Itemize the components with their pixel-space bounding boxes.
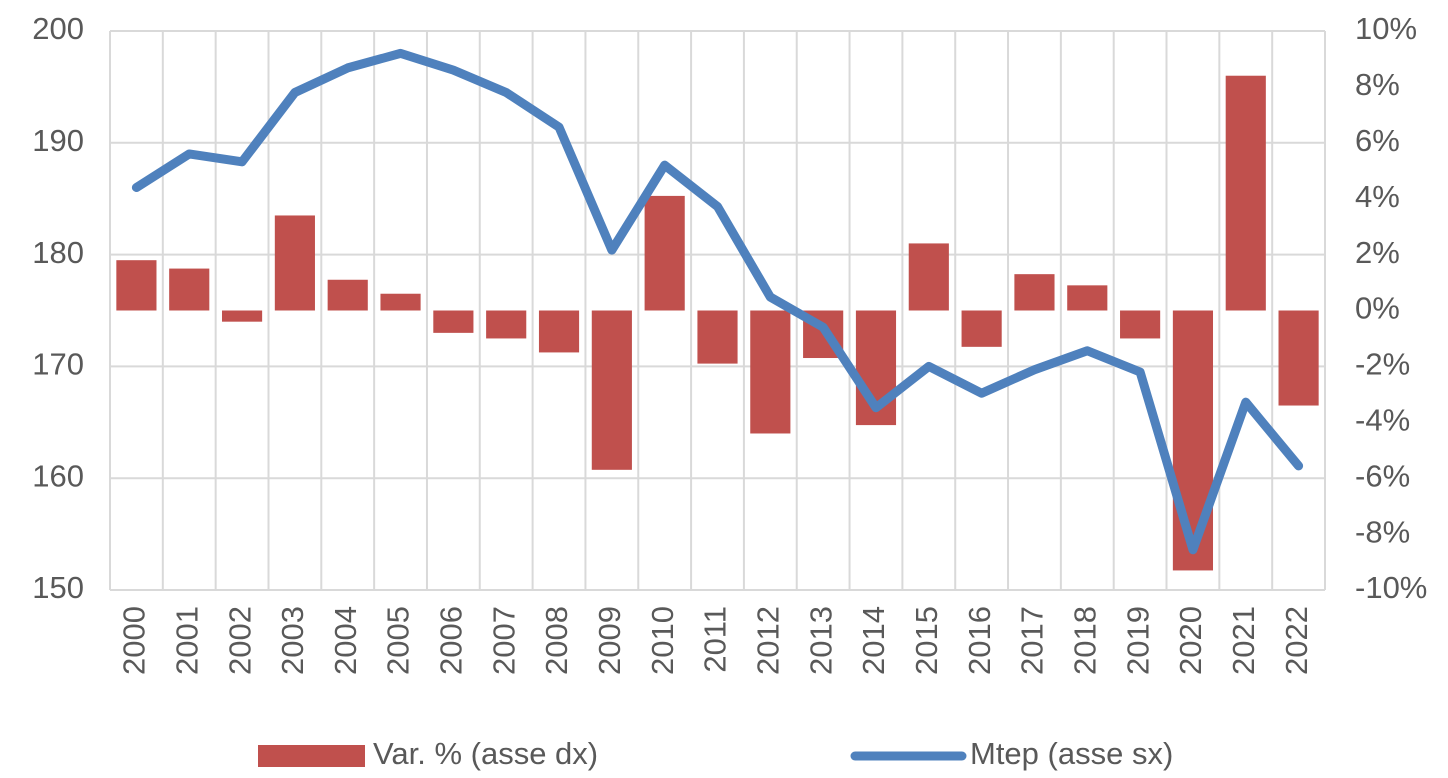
y-tick-label: 180	[32, 235, 84, 270]
x-tick-label: 2012	[751, 606, 786, 675]
bar	[169, 268, 210, 311]
x-tick-label: 2016	[962, 606, 997, 675]
y2-tick-label: -4%	[1355, 402, 1410, 437]
x-tick-label: 2013	[803, 606, 838, 675]
x-tick-label: 2003	[275, 606, 310, 675]
bar	[486, 310, 527, 339]
bar	[327, 279, 368, 311]
bar	[908, 243, 949, 311]
bar	[274, 215, 315, 311]
bar	[221, 310, 263, 322]
x-tick-label: 2022	[1279, 606, 1314, 675]
y2-tick-label: 6%	[1355, 123, 1400, 158]
x-tick-label: 2008	[539, 606, 574, 675]
x-tick-label: 2005	[381, 606, 416, 675]
bar	[380, 293, 421, 311]
x-tick-label: 2020	[1173, 606, 1208, 675]
y2-tick-label: 2%	[1355, 235, 1400, 270]
bar	[116, 260, 157, 311]
x-tick-label: 2021	[1226, 606, 1261, 675]
x-tick-label: 2001	[169, 606, 204, 675]
bar	[961, 310, 1002, 347]
x-tick-label: 2011	[698, 606, 733, 673]
bar	[1014, 274, 1055, 311]
x-tick-label: 2010	[645, 606, 680, 675]
bar	[697, 310, 738, 364]
x-tick-label: 2019	[1120, 606, 1155, 675]
y2-tick-label: 4%	[1355, 179, 1400, 214]
bar	[591, 310, 632, 470]
y-tick-label: 160	[32, 458, 84, 493]
y2-tick-label: 10%	[1355, 11, 1417, 46]
bar	[644, 195, 685, 311]
bar	[1225, 75, 1266, 311]
legend-label: Var. % (asse dx)	[373, 736, 598, 771]
y-tick-label: 200	[32, 11, 84, 46]
y2-tick-label: 0%	[1355, 291, 1400, 326]
y-tick-label: 170	[32, 347, 84, 382]
bar	[1067, 285, 1108, 311]
bar	[1172, 310, 1214, 571]
legend-swatch	[258, 745, 365, 767]
y2-tick-label: -10%	[1355, 570, 1427, 605]
bar	[538, 310, 580, 353]
x-tick-label: 2015	[909, 606, 944, 675]
bar	[433, 310, 474, 333]
y2-tick-label: -2%	[1355, 347, 1410, 382]
x-tick-label: 2000	[117, 606, 152, 675]
legend-label: Mtep (asse sx)	[970, 736, 1173, 771]
y2-tick-label: -8%	[1355, 514, 1410, 549]
x-tick-label: 2009	[592, 606, 627, 675]
y2-tick-label: -6%	[1355, 458, 1410, 493]
bar	[750, 310, 791, 434]
y-tick-label: 190	[32, 123, 84, 158]
bar	[1120, 310, 1161, 339]
y-tick-label: 150	[32, 570, 84, 605]
bar	[1278, 310, 1319, 406]
x-tick-label: 2007	[486, 606, 521, 675]
x-tick-label: 2002	[222, 606, 257, 675]
x-tick-label: 2004	[328, 606, 363, 675]
x-tick-label: 2017	[1015, 606, 1050, 675]
x-tick-label: 2006	[434, 606, 469, 675]
x-tick-label: 2018	[1067, 606, 1102, 675]
x-tick-label: 2014	[856, 606, 891, 675]
y2-tick-label: 8%	[1355, 67, 1400, 102]
line	[131, 48, 1304, 555]
